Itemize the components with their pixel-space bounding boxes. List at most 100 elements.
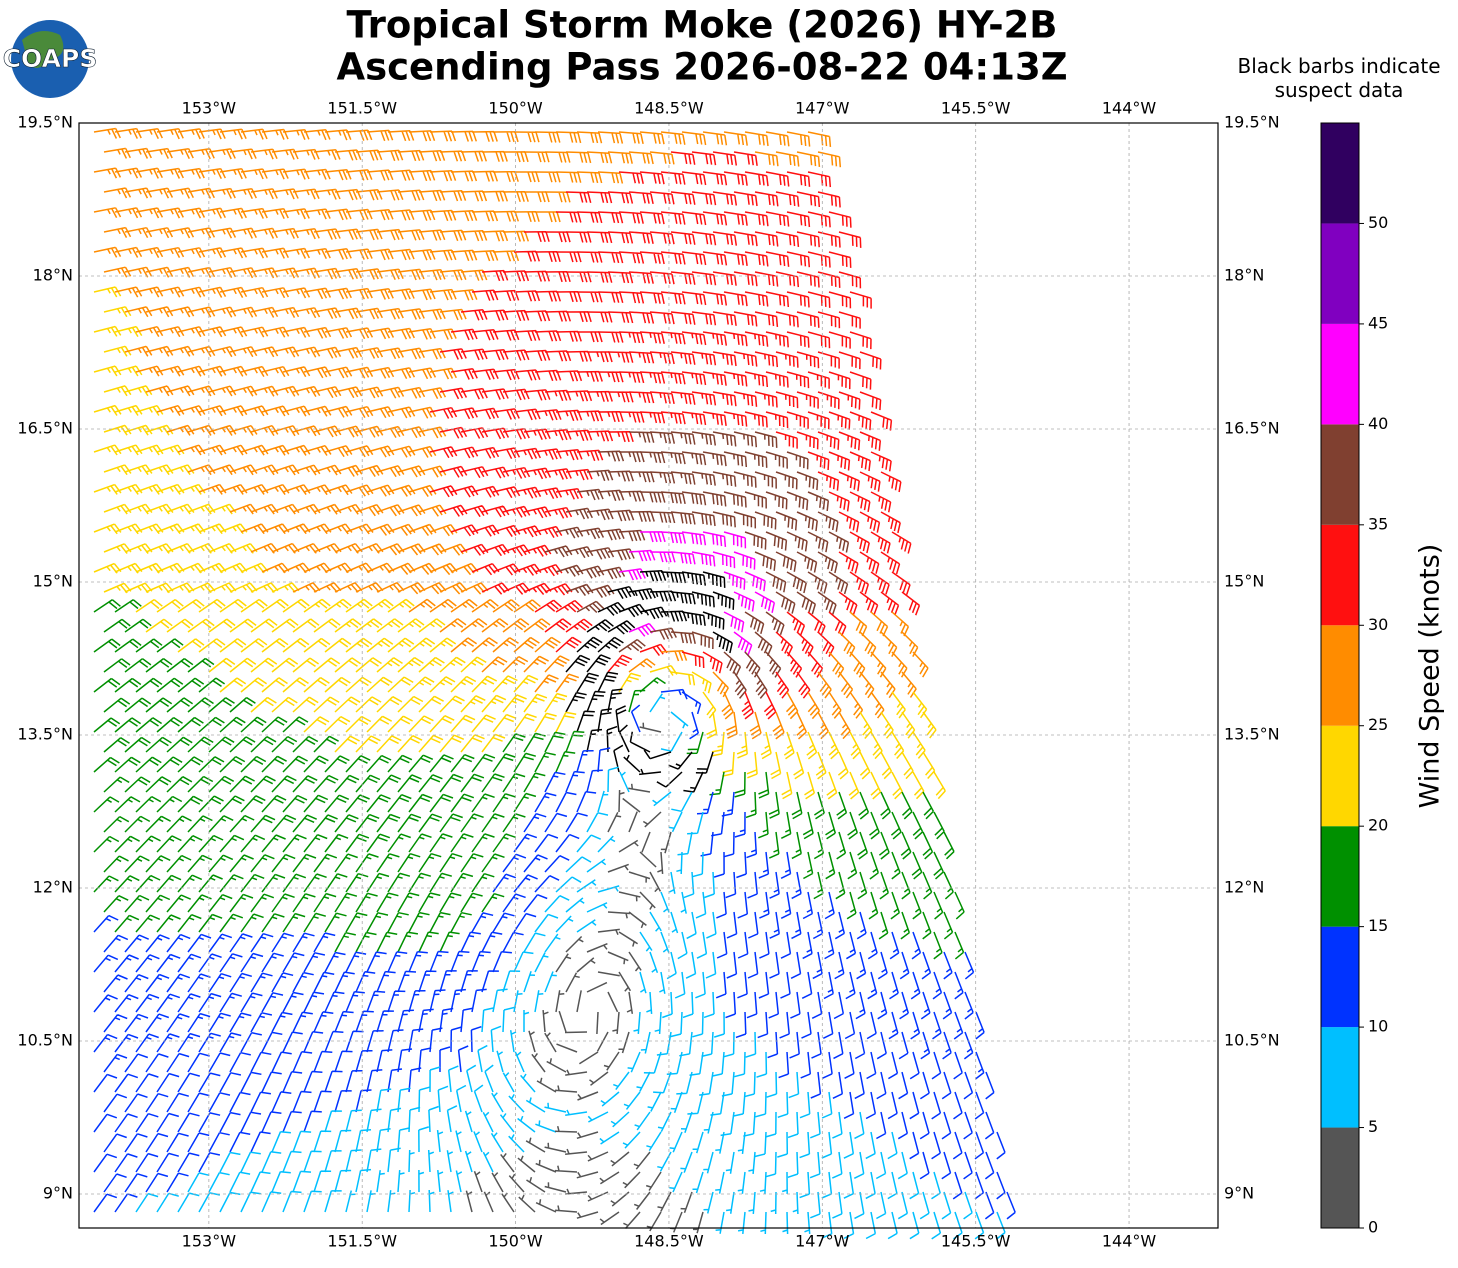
wind-barb	[618, 529, 646, 542]
wind-barb	[429, 523, 458, 537]
wind-barb	[355, 1089, 372, 1113]
wind-barb	[124, 974, 149, 993]
wind-barb	[114, 835, 140, 853]
wind-barb	[869, 851, 880, 880]
wind-barb	[974, 1131, 985, 1160]
wind-barb	[366, 523, 395, 536]
wind-barb	[534, 251, 561, 263]
wind-barb	[366, 1069, 383, 1093]
y-tick-label: 12°N	[1224, 878, 1264, 897]
wind-barb	[817, 231, 841, 248]
wind-barb	[689, 1051, 704, 1077]
wind-barb	[447, 1065, 459, 1093]
wind-barb	[702, 491, 727, 507]
wind-barb	[334, 267, 362, 280]
wind-barb	[670, 431, 696, 445]
wind-barb	[481, 309, 509, 321]
wind-barb	[324, 833, 349, 853]
wind-barb	[669, 1171, 683, 1193]
wind-barb	[535, 1120, 557, 1133]
wind-barb	[807, 411, 830, 430]
wind-barb	[313, 1011, 334, 1033]
wind-barb	[177, 953, 202, 973]
wind-barb	[765, 411, 789, 429]
wind-barb	[418, 543, 447, 556]
wind-barb	[303, 562, 332, 574]
wind-barb	[282, 873, 307, 893]
wind-barb	[376, 696, 403, 713]
wind-barb	[345, 637, 373, 653]
wind-barb	[686, 911, 697, 940]
wind-barb	[219, 483, 248, 495]
wind-barb	[313, 814, 338, 833]
wind-barb	[502, 655, 529, 673]
wind-barb	[198, 1032, 221, 1053]
wind-barb	[725, 1151, 735, 1174]
wind-barb	[659, 971, 666, 994]
wind-barb	[261, 1071, 282, 1093]
wind-barb	[135, 835, 161, 853]
wind-barb	[534, 409, 562, 421]
wind-barb	[681, 451, 707, 466]
wind-barb	[671, 791, 693, 813]
wind-barb	[524, 191, 550, 203]
wind-barb	[576, 600, 605, 614]
wind-barb	[103, 503, 132, 515]
wind-barb	[657, 1191, 672, 1212]
wind-barb	[313, 267, 341, 280]
wind-barb	[93, 638, 121, 653]
wind-barb	[366, 484, 395, 497]
wind-barb	[376, 1010, 394, 1033]
wind-barb	[523, 618, 551, 633]
wind-barb	[711, 731, 725, 757]
wind-barb	[303, 168, 331, 180]
wind-barb	[219, 677, 247, 693]
wind-barb	[93, 562, 122, 574]
wind-barb	[720, 1111, 735, 1137]
wind-barb	[828, 731, 840, 760]
wind-barb	[865, 1211, 877, 1240]
wind-barb	[208, 582, 237, 593]
wind-barb	[597, 211, 624, 224]
wind-barb	[702, 371, 727, 386]
wind-barb	[807, 291, 831, 308]
wind-barb	[754, 391, 778, 408]
wind-barb	[334, 582, 363, 593]
wind-barb	[639, 570, 667, 582]
wind-barb	[313, 892, 337, 913]
wind-barb	[646, 991, 653, 1014]
wind-barb	[748, 1151, 756, 1174]
wind-barb	[250, 1131, 271, 1153]
wind-barb	[481, 694, 507, 713]
wind-barb	[271, 1130, 291, 1153]
wind-barb	[772, 711, 785, 740]
colorbar-tick-label: 45	[1368, 313, 1388, 332]
wind-barb	[565, 429, 593, 442]
wind-barb	[796, 591, 817, 615]
wind-barb	[723, 411, 748, 427]
wind-barb	[733, 311, 758, 327]
wind-barb	[748, 1191, 756, 1214]
wind-barb	[177, 598, 205, 613]
wind-barb	[303, 912, 327, 933]
wind-barb	[866, 1051, 877, 1080]
wind-barb	[387, 676, 414, 693]
wind-barb	[880, 471, 902, 493]
wind-barb	[355, 735, 381, 753]
wind-barb	[408, 637, 436, 653]
wind-barb	[736, 731, 748, 759]
wind-barb	[208, 697, 235, 713]
wind-barb	[931, 1131, 942, 1160]
wind-barb	[844, 1011, 856, 1040]
wind-barb	[597, 928, 620, 936]
wind-barb	[250, 267, 279, 279]
wind-barb	[586, 690, 606, 713]
wind-barb	[208, 894, 233, 913]
wind-barb	[765, 331, 789, 348]
wind-barb	[114, 914, 140, 933]
wind-barb	[261, 834, 286, 853]
wind-barb	[866, 1011, 877, 1040]
wind-barb	[702, 251, 728, 266]
wind-barb	[471, 524, 500, 537]
wind-barb	[513, 792, 537, 813]
